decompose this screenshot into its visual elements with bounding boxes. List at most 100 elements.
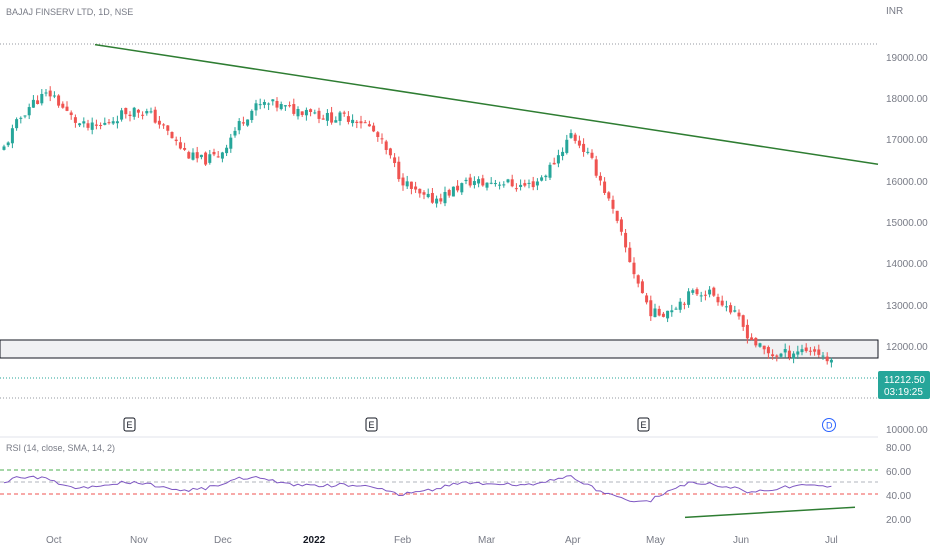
candle-down: [447, 189, 451, 196]
candle-down: [737, 312, 741, 317]
candle-down: [275, 100, 279, 108]
candle-up: [115, 121, 119, 124]
candle-down: [720, 300, 724, 306]
candle-down: [775, 355, 779, 357]
candle-up: [23, 115, 27, 117]
candle-down: [531, 181, 535, 188]
countdown-timer: 03:19:25: [884, 387, 923, 398]
candle-down: [317, 110, 321, 119]
dividend-event-marker[interactable]: [822, 418, 836, 432]
candle-down: [430, 192, 434, 203]
rsi-pane[interactable]: RSI (14, close, SMA, 14, 2): [0, 443, 878, 519]
time-tick: Nov: [130, 535, 148, 546]
candle-down: [787, 350, 791, 358]
candle-down: [603, 181, 607, 193]
candle-down: [393, 157, 397, 164]
candle-up: [27, 107, 31, 116]
candle-up: [78, 123, 82, 126]
candle-down: [422, 192, 426, 195]
earnings-event-marker[interactable]: [365, 417, 378, 432]
candle-up: [485, 182, 489, 188]
candle-down: [439, 198, 443, 202]
candle-down: [212, 151, 216, 155]
candle-up: [279, 104, 283, 110]
event-label: E: [641, 420, 647, 430]
price-pane[interactable]: [0, 43, 879, 399]
candle-down: [594, 159, 598, 176]
candle-down: [615, 210, 619, 221]
candle-down: [204, 152, 208, 165]
candle-up: [31, 99, 35, 108]
candle-down: [128, 114, 132, 117]
candle-down: [817, 349, 821, 355]
candle-up: [2, 146, 6, 150]
candle-down: [640, 281, 644, 294]
candle-up: [472, 181, 476, 186]
resistance-trendline[interactable]: [94, 43, 879, 165]
candle-up: [783, 349, 787, 353]
earnings-event-marker[interactable]: [123, 417, 136, 432]
candle-up: [792, 353, 796, 359]
event-label: E: [369, 420, 375, 430]
candle-up: [519, 184, 523, 187]
candle-down: [695, 289, 699, 295]
candles-series: [2, 86, 833, 368]
candle-down: [712, 287, 716, 296]
candle-down: [628, 247, 632, 263]
candle-down: [741, 315, 745, 327]
candle-up: [334, 120, 338, 123]
candle-down: [611, 199, 615, 209]
event-label: E: [127, 420, 133, 430]
last-price-badge: 11212.50 03:19:25: [878, 371, 930, 399]
candle-up: [233, 130, 237, 136]
price-tick: 14000.00: [886, 259, 928, 270]
rsi-axis[interactable]: 80.00 60.00 40.00 20.00: [886, 443, 911, 526]
candle-up: [351, 119, 355, 124]
candle-down: [107, 122, 111, 124]
candle-up: [338, 112, 342, 121]
candle-down: [346, 116, 350, 122]
candle-up: [325, 112, 329, 121]
candle-down: [729, 305, 733, 313]
candle-up: [19, 117, 23, 119]
candle-down: [241, 122, 245, 124]
candle-down: [288, 105, 292, 107]
candle-down: [523, 183, 527, 186]
candle-down: [187, 152, 191, 159]
candle-up: [758, 343, 762, 347]
candle-down: [619, 219, 623, 232]
candle-up: [498, 184, 502, 186]
candle-down: [510, 179, 514, 187]
rsi-support-trendline[interactable]: [684, 506, 856, 519]
candle-down: [632, 262, 636, 275]
candle-up: [653, 308, 657, 318]
rsi-tick: 60.00: [886, 467, 911, 478]
candle-up: [565, 139, 569, 153]
time-axis[interactable]: Oct Nov Dec 2022 Feb Mar Apr May Jun Jul: [46, 535, 838, 546]
candle-up: [103, 122, 107, 125]
candle-down: [401, 177, 405, 186]
candle-down: [69, 112, 73, 116]
candle-down: [745, 324, 749, 339]
candle-up: [225, 147, 229, 154]
candle-up: [829, 359, 833, 363]
candle-up: [229, 137, 233, 149]
price-tick: 16000.00: [886, 177, 928, 188]
candle-up: [132, 107, 136, 117]
candle-down: [376, 132, 380, 138]
time-tick: May: [646, 535, 665, 546]
candle-down: [514, 188, 518, 190]
candle-up: [779, 353, 783, 357]
candle-down: [300, 111, 304, 115]
candle-down: [367, 124, 371, 127]
candle-down: [771, 354, 775, 357]
currency-label: INR: [886, 6, 903, 17]
candle-up: [405, 181, 409, 187]
candle-down: [174, 139, 178, 142]
candle-up: [460, 183, 464, 193]
candle-up: [796, 351, 800, 355]
candle-up: [733, 310, 737, 312]
price-axis[interactable]: 19000.00 18000.00 17000.00 16000.00 1500…: [886, 53, 928, 436]
earnings-event-marker[interactable]: [637, 417, 650, 432]
